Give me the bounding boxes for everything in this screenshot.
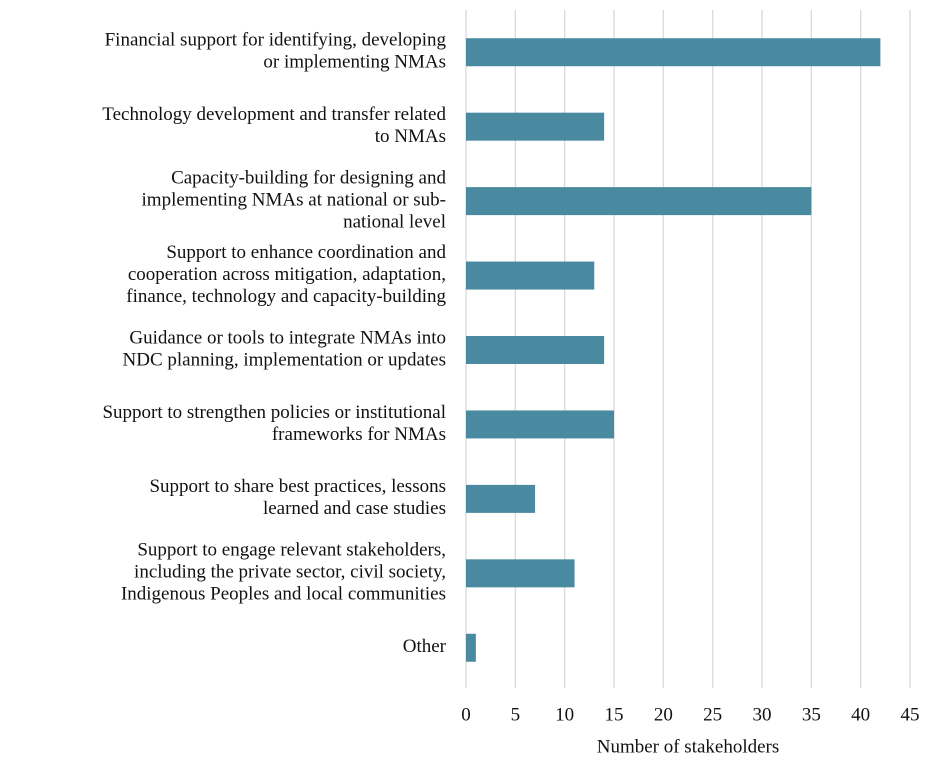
bar xyxy=(466,112,605,141)
y-tick-label: Support to enhance coordination and xyxy=(166,242,446,263)
y-tick-label: Guidance or tools to integrate NMAs into xyxy=(129,327,446,348)
x-tick-label: 40 xyxy=(851,704,870,725)
x-tick-label: 15 xyxy=(605,704,624,725)
y-tick-label: Indigenous Peoples and local communities xyxy=(121,584,446,605)
bar xyxy=(466,336,605,364)
x-tick-label: 45 xyxy=(901,704,920,725)
y-tick-label: national level xyxy=(343,211,446,232)
x-tick-label: 25 xyxy=(703,704,722,725)
y-tick-label: to NMAs xyxy=(375,126,446,147)
y-tick-label: Capacity-building for designing and xyxy=(171,167,446,188)
bar xyxy=(466,261,595,290)
y-tick-label: Support to strengthen policies or instit… xyxy=(102,402,446,423)
y-tick-label: cooperation across mitigation, adaptatio… xyxy=(128,264,446,285)
bar xyxy=(466,484,536,513)
y-tick-label: NDC planning, implementation or updates xyxy=(123,349,446,370)
bar xyxy=(466,633,476,662)
y-tick-label: Other xyxy=(403,636,447,657)
y-tick-label: Financial support for identifying, devel… xyxy=(105,30,447,51)
y-tick-label: frameworks for NMAs xyxy=(272,424,446,445)
bar xyxy=(466,559,575,588)
y-tick-label: or implementing NMAs xyxy=(263,52,446,73)
y-tick-label: Technology development and transfer rela… xyxy=(102,104,446,125)
y-tick-label: learned and case studies xyxy=(263,498,446,519)
bar xyxy=(466,410,614,439)
bar xyxy=(466,187,812,216)
y-tick-label: Support to engage relevant stakeholders, xyxy=(137,540,446,561)
x-tick-label: 35 xyxy=(802,704,821,725)
y-tick-label: Support to share best practices, lessons xyxy=(149,476,446,497)
y-tick-label: finance, technology and capacity-buildin… xyxy=(126,286,446,307)
y-tick-label: implementing NMAs at national or sub- xyxy=(142,189,446,210)
bar xyxy=(466,38,881,67)
x-tick-label: 10 xyxy=(555,704,574,725)
x-tick-label: 5 xyxy=(511,704,521,725)
x-axis-label: Number of stakeholders xyxy=(597,736,780,757)
x-tick-label: 30 xyxy=(753,704,772,725)
x-tick-label: 20 xyxy=(654,704,673,725)
y-tick-label: including the private sector, civil soci… xyxy=(134,562,446,583)
x-tick-label: 0 xyxy=(461,704,471,725)
